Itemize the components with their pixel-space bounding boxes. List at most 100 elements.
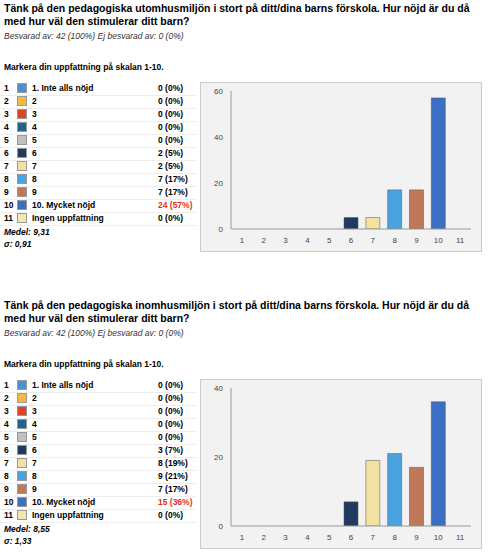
svg-text:20: 20: [214, 179, 223, 188]
html-text:1. Inte alls nöjd: 1. Inte alls nöjd: [32, 380, 94, 390]
html-text:7: 7: [32, 161, 37, 171]
svg-text:8: 8: [392, 533, 397, 542]
html-text:9: 9: [4, 187, 9, 197]
svg-text:10: 10: [434, 236, 443, 245]
svg-text:40: 40: [214, 133, 223, 142]
html-text:Besvarad av: 42 (100%) Ej besv: Besvarad av: 42 (100%) Ej besvarad av: 0…: [4, 328, 184, 338]
html-text:1. Inte alls nöjd: 1. Inte alls nöjd: [32, 83, 94, 93]
html-text:σ: 0,91: σ: 0,91: [4, 239, 32, 249]
html-text:24 (57%): 24 (57%): [158, 200, 193, 210]
svg-text:1: 1: [240, 236, 245, 245]
html-text:8 (19%): 8 (19%): [158, 458, 188, 468]
html-text:Markera din uppfattning på ska: Markera din uppfattning på skalan 1-10.: [4, 62, 164, 72]
html-text:3: 3: [32, 406, 37, 416]
svg-text:7: 7: [371, 533, 376, 542]
html-text:0 (0%): 0 (0%): [158, 380, 183, 390]
html-text:Besvarad av: 42 (100%) Ej besv: Besvarad av: 42 (100%) Ej besvarad av: 0…: [4, 31, 184, 41]
svg-text:20: 20: [214, 453, 223, 462]
html-text:2: 2: [4, 96, 9, 106]
html-text:Tänk på den pedagogiska utomhu: Tänk på den pedagogiska utomhusmiljön i …: [4, 2, 470, 27]
html-text:0 (0%): 0 (0%): [158, 122, 183, 132]
html-text:0 (0%): 0 (0%): [158, 109, 183, 119]
html-text:4: 4: [32, 122, 37, 132]
svg-text:5: 5: [327, 533, 332, 542]
svg-text:11: 11: [456, 533, 465, 542]
svg-text:4: 4: [305, 236, 310, 245]
html-text:10. Mycket nöjd: 10. Mycket nöjd: [32, 200, 96, 210]
svg-text:1: 1: [240, 533, 245, 542]
html-text:8: 8: [4, 174, 9, 184]
html-text:10: 10: [4, 200, 14, 210]
svg-text:40: 40: [214, 384, 223, 393]
html-text:5: 5: [32, 432, 37, 442]
html-text:Ingen uppfattning: Ingen uppfattning: [32, 510, 104, 520]
html-text:2: 2: [32, 393, 37, 403]
html-text:0 (0%): 0 (0%): [158, 406, 183, 416]
html-text:11: 11: [4, 510, 13, 520]
html-text:0 (0%): 0 (0%): [158, 419, 183, 429]
html-text:2: 2: [32, 96, 37, 106]
svg-text:2: 2: [262, 236, 267, 245]
svg-text:9: 9: [414, 236, 419, 245]
svg-text:8: 8: [392, 236, 397, 245]
svg-text:9: 9: [414, 533, 419, 542]
html-text:5: 5: [4, 432, 9, 442]
html-text:7 (17%): 7 (17%): [158, 484, 188, 494]
html-text:6: 6: [32, 445, 37, 455]
html-text:15 (36%): 15 (36%): [158, 497, 193, 507]
html-text:3: 3: [4, 406, 9, 416]
html-text:10: 10: [4, 497, 14, 507]
html-text:σ: 1,33: σ: 1,33: [4, 536, 32, 546]
html-text:2: 2: [4, 393, 9, 403]
html-text:3: 3: [32, 109, 37, 119]
svg-text:5: 5: [327, 236, 332, 245]
svg-text:11: 11: [456, 236, 465, 245]
html-text:7 (17%): 7 (17%): [158, 174, 188, 184]
html-text:3: 3: [4, 109, 9, 119]
html-text:5: 5: [4, 135, 9, 145]
html-text:7: 7: [4, 161, 9, 171]
svg-text:6: 6: [349, 236, 354, 245]
html-text:1: 1: [4, 83, 9, 93]
html-text:0 (0%): 0 (0%): [158, 96, 183, 106]
svg-text:7: 7: [371, 236, 376, 245]
html-text:3 (7%): 3 (7%): [158, 445, 183, 455]
html-text:0 (0%): 0 (0%): [158, 83, 183, 93]
html-text:7: 7: [4, 458, 9, 468]
html-text:0 (0%): 0 (0%): [158, 432, 183, 442]
html-text:1: 1: [4, 380, 9, 390]
html-text:0 (0%): 0 (0%): [158, 135, 183, 145]
html-text:4: 4: [4, 419, 9, 429]
html-text:2 (5%): 2 (5%): [158, 161, 183, 171]
svg-text:0: 0: [219, 522, 224, 531]
html-text:8: 8: [32, 174, 37, 184]
html-text:0 (0%): 0 (0%): [158, 393, 183, 403]
html-text:9: 9: [32, 187, 37, 197]
svg-text:6: 6: [349, 533, 354, 542]
html-text:11: 11: [4, 213, 13, 223]
html-text:6: 6: [4, 445, 9, 455]
svg-text:3: 3: [283, 236, 288, 245]
svg-text:10: 10: [434, 533, 443, 542]
html-text:0 (0%): 0 (0%): [158, 213, 183, 223]
html-text:0 (0%): 0 (0%): [158, 510, 183, 520]
svg-text:0: 0: [219, 225, 224, 234]
html-text:Tänk på den pedagogiska inomhu: Tänk på den pedagogiska inomhusmiljön i …: [4, 299, 469, 324]
html-text:6: 6: [4, 148, 9, 158]
html-text:9 (21%): 9 (21%): [158, 471, 188, 481]
html-text:4: 4: [4, 122, 9, 132]
svg-text:3: 3: [283, 533, 288, 542]
svg-text:4: 4: [305, 533, 310, 542]
html-text:5: 5: [32, 135, 37, 145]
html-text:6: 6: [32, 148, 37, 158]
html-text:4: 4: [32, 419, 37, 429]
html-text:10. Mycket nöjd: 10. Mycket nöjd: [32, 497, 96, 507]
html-text:Medel: 8,55: Medel: 8,55: [4, 524, 50, 534]
html-text:7 (17%): 7 (17%): [158, 187, 188, 197]
html-text:Markera din uppfattning på ska: Markera din uppfattning på skalan 1-10.: [4, 359, 164, 369]
svg-text:60: 60: [214, 87, 223, 96]
svg-text:2: 2: [262, 533, 267, 542]
html-text:Medel: 9,31: Medel: 9,31: [4, 227, 50, 237]
html-text:Ingen uppfattning: Ingen uppfattning: [32, 213, 104, 223]
html-text:2 (5%): 2 (5%): [158, 148, 183, 158]
